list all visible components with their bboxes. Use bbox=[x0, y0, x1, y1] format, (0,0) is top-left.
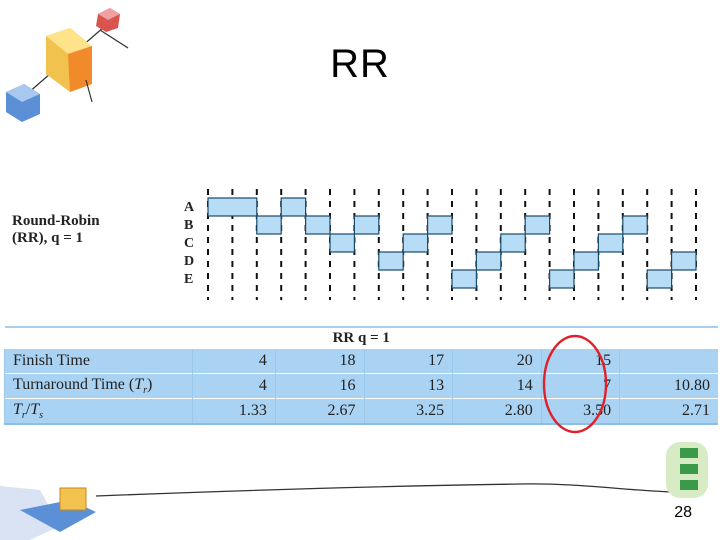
process-slice bbox=[524, 215, 551, 235]
process-slice bbox=[475, 251, 502, 271]
table-row: Turnaround Time (Tr) 4 16 13 14 7 10.80 bbox=[3, 373, 718, 399]
table-cell: 13 bbox=[363, 373, 453, 399]
process-slice bbox=[353, 215, 380, 235]
process-letter-e: E bbox=[184, 272, 194, 287]
table-cell: 18 bbox=[274, 348, 365, 374]
process-slice bbox=[451, 269, 477, 289]
rr-timeline-diagram bbox=[207, 189, 697, 300]
table-cell: 2.80 bbox=[452, 398, 542, 425]
process-slice bbox=[573, 251, 599, 271]
process-slice bbox=[305, 215, 331, 235]
process-slice bbox=[670, 251, 697, 271]
cubes-clipart-top-left bbox=[6, 8, 129, 122]
table-cell: 10.80 bbox=[619, 373, 718, 399]
process-slice bbox=[207, 197, 258, 217]
rr-label-line2: (RR), q = 1 bbox=[12, 230, 84, 246]
table-row: Tr/Ts 1.33 2.67 3.25 2.80 3.50 2.71 bbox=[3, 398, 718, 425]
process-slice bbox=[402, 233, 429, 253]
process-letter-d: D bbox=[184, 254, 195, 269]
process-slice bbox=[646, 269, 673, 289]
table-cell: 1.33 bbox=[192, 398, 276, 425]
process-letter-c: C bbox=[184, 236, 195, 251]
process-letter-a: A bbox=[184, 200, 195, 215]
table-cell: 20 bbox=[452, 348, 542, 374]
process-slice bbox=[427, 215, 453, 235]
process-slice bbox=[329, 233, 355, 253]
table-cell: 2.67 bbox=[274, 398, 365, 425]
slide-title: RR bbox=[330, 42, 390, 86]
row-label-turnaround-time: Turnaround Time (Tr) bbox=[3, 373, 193, 399]
row-label-finish-time: Finish Time bbox=[3, 348, 193, 374]
row-label-tr-ts: Tr/Ts bbox=[3, 398, 193, 425]
process-slice bbox=[378, 251, 404, 271]
rr-stats-table: RR q = 1 Finish Time 4 18 17 20 15 Turna… bbox=[3, 326, 718, 425]
footer-decoration bbox=[0, 442, 708, 540]
process-slice bbox=[548, 269, 575, 289]
table-row: Finish Time 4 18 17 20 15 bbox=[3, 348, 718, 374]
table-cell: 2.71 bbox=[619, 398, 718, 425]
table-cell bbox=[619, 348, 718, 374]
table-cell: 3.25 bbox=[363, 398, 453, 425]
table-cell: 4 bbox=[192, 373, 276, 399]
process-slice bbox=[500, 233, 526, 253]
rr-label-line1: Round-Robin bbox=[12, 213, 100, 229]
table-cell: 15 bbox=[540, 348, 620, 374]
page-number: 28 bbox=[674, 504, 692, 521]
process-letter-b: B bbox=[184, 218, 194, 233]
process-slice bbox=[622, 215, 648, 235]
table-cell: 14 bbox=[452, 373, 542, 399]
rr-diagram-label: Round-Robin (RR), q = 1 bbox=[12, 213, 100, 247]
process-slice bbox=[256, 215, 282, 235]
table-cell: 17 bbox=[363, 348, 453, 374]
table-header: RR q = 1 bbox=[4, 326, 718, 349]
process-slice bbox=[280, 197, 307, 217]
highlight-ellipse bbox=[542, 334, 608, 434]
table-cell: 16 bbox=[274, 373, 365, 399]
process-slice bbox=[597, 233, 624, 253]
table-cell: 4 bbox=[192, 348, 276, 374]
